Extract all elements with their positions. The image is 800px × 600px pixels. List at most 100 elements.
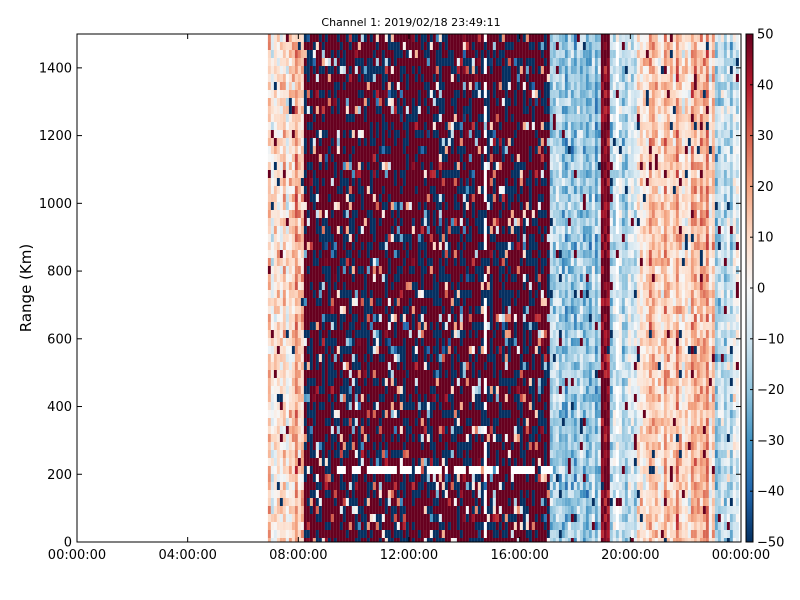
heatmap-cell (279, 146, 283, 154)
heatmap-cell (483, 210, 487, 218)
heatmap-cell (366, 466, 370, 474)
heatmap-cell (267, 186, 271, 194)
heatmap-cell (348, 490, 352, 498)
heatmap-cell (306, 434, 310, 442)
heatmap-cell (378, 402, 382, 410)
heatmap-cell (270, 114, 274, 122)
heatmap-cell (489, 98, 493, 106)
heatmap-cell (438, 378, 442, 386)
heatmap-cell (393, 466, 397, 474)
heatmap-cell (399, 370, 403, 378)
heatmap-cell (435, 98, 439, 106)
heatmap-cell (357, 194, 361, 202)
heatmap-cell (411, 42, 415, 50)
heatmap-cell (477, 314, 481, 322)
heatmap-cell (363, 258, 367, 266)
heatmap-cell (444, 66, 448, 74)
heatmap-cell (465, 442, 469, 450)
heatmap-cell (318, 122, 322, 130)
heatmap-cell (294, 370, 298, 378)
heatmap-cell (360, 450, 364, 458)
heatmap-cell (321, 162, 325, 170)
heatmap-cell (408, 306, 412, 314)
heatmap-cell (444, 354, 448, 362)
heatmap-cell (411, 138, 415, 146)
heatmap-cell (297, 506, 301, 514)
heatmap-cell (438, 122, 442, 130)
heatmap-cell (417, 122, 421, 130)
heatmap-cell (294, 186, 298, 194)
heatmap-cell (279, 466, 283, 474)
heatmap-cell (429, 338, 433, 346)
heatmap-cell (462, 514, 466, 522)
heatmap-cell (273, 474, 277, 482)
heatmap-cell (474, 186, 478, 194)
heatmap-cell (285, 522, 289, 530)
heatmap-cell (297, 386, 301, 394)
heatmap-cell (477, 386, 481, 394)
heatmap-cell (486, 346, 490, 354)
heatmap-cell (420, 218, 424, 226)
heatmap-cell (324, 458, 328, 466)
heatmap-cell (372, 498, 376, 506)
heatmap-cell (345, 242, 349, 250)
heatmap-cell (378, 498, 382, 506)
heatmap-cell (351, 362, 355, 370)
heatmap-cell (402, 274, 406, 282)
heatmap-cell (354, 306, 358, 314)
heatmap-cell (429, 258, 433, 266)
heatmap-cell (279, 458, 283, 466)
heatmap-cell (372, 490, 376, 498)
heatmap-cell (468, 466, 472, 474)
heatmap-cell (423, 114, 427, 122)
heatmap-cell (453, 442, 457, 450)
heatmap-cell (468, 354, 472, 362)
heatmap-cell (477, 178, 481, 186)
heatmap-cell (492, 162, 496, 170)
heatmap-cell (357, 106, 361, 114)
heatmap-cell (435, 314, 439, 322)
heatmap-cell (372, 410, 376, 418)
heatmap-cell (459, 194, 463, 202)
heatmap-cell (414, 130, 418, 138)
heatmap-cell (426, 538, 430, 542)
heatmap-cell (441, 74, 445, 82)
heatmap-cell (390, 82, 394, 90)
heatmap-cell (495, 250, 499, 258)
heatmap-cell (279, 90, 283, 98)
heatmap-cell (285, 426, 289, 434)
heatmap-cell (348, 538, 352, 542)
heatmap-cell (438, 242, 442, 250)
heatmap-cell (372, 258, 376, 266)
heatmap-cell (486, 106, 490, 114)
heatmap-cell (435, 490, 439, 498)
heatmap-cell (345, 154, 349, 162)
heatmap-cell (456, 114, 460, 122)
heatmap-cell (270, 202, 274, 210)
heatmap-cell (327, 146, 331, 154)
heatmap-cell (342, 50, 346, 58)
heatmap-cell (429, 466, 433, 474)
heatmap-cell (444, 202, 448, 210)
heatmap-cell (399, 74, 403, 82)
heatmap-cell (402, 82, 406, 90)
heatmap-cell (303, 114, 307, 122)
heatmap-cell (408, 378, 412, 386)
heatmap-cell (444, 306, 448, 314)
heatmap-cell (315, 106, 319, 114)
heatmap-cell (267, 538, 271, 542)
heatmap-cell (495, 282, 499, 290)
heatmap-cell (294, 298, 298, 306)
heatmap-cell (360, 322, 364, 330)
heatmap-cell (396, 146, 400, 154)
heatmap-cell (324, 122, 328, 130)
heatmap-cell (426, 250, 430, 258)
heatmap-cell (306, 346, 310, 354)
heatmap-cell (369, 466, 373, 474)
heatmap-cell (456, 162, 460, 170)
heatmap-cell (291, 458, 295, 466)
heatmap-cell (354, 490, 358, 498)
heatmap-cell (297, 282, 301, 290)
heatmap-cell (327, 266, 331, 274)
heatmap-cell (336, 138, 340, 146)
